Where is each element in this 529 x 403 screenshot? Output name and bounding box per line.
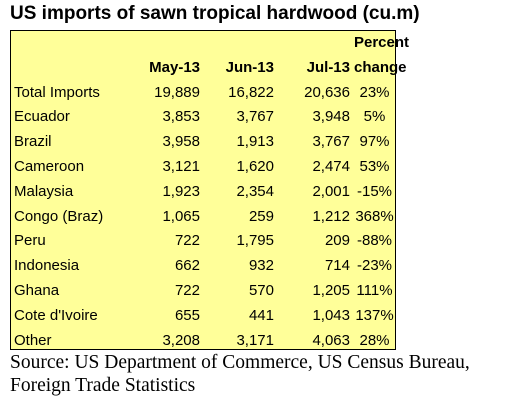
cell-may: 19,889 xyxy=(154,83,200,101)
cell-percent-change: -15% xyxy=(356,182,393,200)
cell-country: Indonesia xyxy=(14,257,80,275)
cell-percent-change: 368% xyxy=(355,207,394,225)
cell-jul: 3,767 xyxy=(312,133,350,151)
cell-percent-change: 97% xyxy=(359,133,390,151)
cell-percent-change: 137% xyxy=(355,306,394,324)
cell-percent-change: 5% xyxy=(363,108,386,126)
cell-country: Congo (Braz) xyxy=(14,207,104,225)
cell-jun: 1,913 xyxy=(236,133,274,151)
table-row: Brazil 3,958 1,913 3,767 97% xyxy=(11,130,395,155)
header-cell-blank xyxy=(204,31,278,56)
cell-may: 3,853 xyxy=(162,108,200,126)
table-body: Total Imports 19,889 16,822 20,636 23% E… xyxy=(11,81,395,354)
cell-jul: 1,043 xyxy=(312,306,350,324)
cell-jun: 16,822 xyxy=(228,83,274,101)
table-row: Other 3,208 3,171 4,063 28% xyxy=(11,329,395,354)
cell-jun: 1,620 xyxy=(236,157,274,175)
table-row: Total Imports 19,889 16,822 20,636 23% xyxy=(11,81,395,106)
cell-country: Other xyxy=(14,331,52,349)
imports-table-container: Percent May-13 Jun-13 Jul-13 change Tota… xyxy=(10,30,410,354)
cell-jul: 4,063 xyxy=(312,331,350,349)
cell-jul: 1,205 xyxy=(312,281,350,299)
cell-may: 3,121 xyxy=(162,157,200,175)
table-row: Indonesia 662 932 714 -23% xyxy=(11,254,395,279)
cell-country: Total Imports xyxy=(14,83,100,101)
cell-may: 1,923 xyxy=(162,182,200,200)
cell-may: 722 xyxy=(174,281,200,299)
header-country xyxy=(11,56,126,81)
table-row: Ecuador 3,853 3,767 3,948 5% xyxy=(11,105,395,130)
header-change: change xyxy=(354,58,407,76)
cell-jul: 20,636 xyxy=(304,83,350,101)
table-row: Congo (Braz) 1,065 259 1,212 368% xyxy=(11,205,395,230)
cell-country: Peru xyxy=(14,232,46,250)
cell-percent-change: 111% xyxy=(356,281,393,299)
header-may-13: May-13 xyxy=(149,58,200,76)
cell-percent-change: 28% xyxy=(359,331,390,349)
table-row: Peru 722 1,795 209 -88% xyxy=(11,229,395,254)
cell-jun: 570 xyxy=(248,281,274,299)
table-title: US imports of sawn tropical hardwood (cu… xyxy=(10,3,420,24)
cell-country: Malaysia xyxy=(14,182,74,200)
header-cell-blank xyxy=(11,31,126,56)
cell-jun: 3,767 xyxy=(236,108,274,126)
cell-country: Ecuador xyxy=(14,108,70,126)
cell-may: 3,208 xyxy=(162,331,200,349)
cell-percent-change: -23% xyxy=(356,257,393,275)
cell-jul: 1,212 xyxy=(312,207,350,225)
header-row-top: Percent xyxy=(11,31,410,56)
cell-country: Ghana xyxy=(14,281,60,299)
cell-percent-change: 23% xyxy=(359,83,390,101)
cell-jul: 3,948 xyxy=(312,108,350,126)
cell-country: Cote d'Ivoire xyxy=(14,306,98,324)
cell-jun: 2,354 xyxy=(236,182,274,200)
cell-jun: 932 xyxy=(248,257,274,275)
cell-jul: 2,474 xyxy=(312,157,350,175)
cell-percent-change: -88% xyxy=(356,232,393,250)
cell-jul: 209 xyxy=(324,232,350,250)
cell-jul: 2,001 xyxy=(312,182,350,200)
cell-jun: 441 xyxy=(248,306,274,324)
table-row: Malaysia 1,923 2,354 2,001 -15% xyxy=(11,180,395,205)
header-cell-blank xyxy=(278,31,354,56)
cell-may: 662 xyxy=(174,257,200,275)
header-cell-blank xyxy=(126,31,204,56)
cell-may: 3,958 xyxy=(162,133,200,151)
cell-may: 655 xyxy=(174,306,200,324)
header-row-bottom: May-13 Jun-13 Jul-13 change xyxy=(11,56,407,81)
cell-percent-change: 53% xyxy=(359,157,390,175)
cell-may: 1,065 xyxy=(162,207,200,225)
source-note: Source: US Department of Commerce, US Ce… xyxy=(10,352,470,396)
cell-country: Cameroon xyxy=(14,157,85,175)
header-jun-13: Jun-13 xyxy=(225,58,274,76)
cell-jul: 714 xyxy=(324,257,350,275)
cell-jun: 3,171 xyxy=(236,331,274,349)
imports-table: Percent May-13 Jun-13 Jul-13 change Tota… xyxy=(11,31,410,354)
table-row: Cameroon 3,121 1,620 2,474 53% xyxy=(11,155,395,180)
cell-jun: 259 xyxy=(248,207,274,225)
header-jul-13: Jul-13 xyxy=(306,58,350,76)
table-row: Cote d'Ivoire 655 441 1,043 137% xyxy=(11,304,395,329)
header-percent: Percent xyxy=(354,34,410,51)
table-row: Ghana 722 570 1,205 111% xyxy=(11,279,395,304)
cell-country: Brazil xyxy=(14,133,52,151)
cell-may: 722 xyxy=(174,232,200,250)
cell-jun: 1,795 xyxy=(236,232,274,250)
